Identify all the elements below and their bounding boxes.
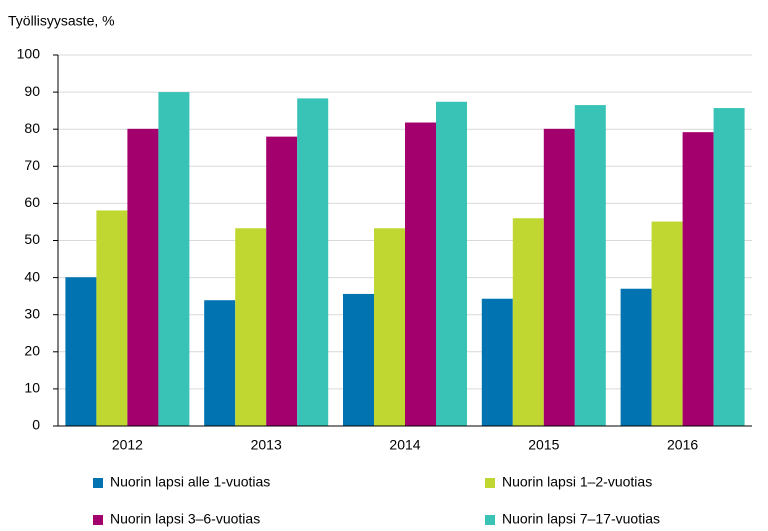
bar: [405, 122, 436, 426]
bar: [651, 221, 683, 426]
bar: [512, 218, 544, 426]
bar: [436, 101, 467, 426]
bar: [127, 128, 159, 427]
y-tick-label: 20: [24, 343, 40, 359]
y-axis-label: Työllisyysaste, %: [8, 13, 115, 29]
y-tick-label: 30: [24, 305, 40, 321]
x-tick-label: 2015: [528, 437, 559, 453]
bar: [266, 136, 298, 426]
bar: [543, 128, 575, 427]
x-tick-label: 2012: [112, 437, 143, 453]
legend-swatch: [485, 515, 495, 525]
y-tick-label: 80: [24, 120, 40, 136]
y-tick-label: 100: [17, 46, 41, 62]
y-tick-label: 50: [24, 231, 40, 247]
legend-swatch: [93, 478, 103, 488]
bar: [682, 132, 714, 426]
y-tick-label: 10: [24, 380, 40, 396]
bar: [343, 293, 374, 426]
legend-swatch: [93, 515, 103, 525]
y-tick-label: 40: [24, 268, 40, 284]
y-tick-label: 70: [24, 157, 40, 173]
legend-label: Nuorin lapsi 7–17-vuotias: [502, 511, 660, 527]
legend-label: Nuorin lapsi 1–2-vuotias: [502, 474, 652, 490]
bar: [620, 288, 652, 426]
x-tick-label: 2016: [667, 437, 698, 453]
bar: [481, 298, 513, 426]
bar: [204, 300, 236, 426]
bar: [574, 105, 606, 427]
legend-label: Nuorin lapsi 3–6-vuotias: [110, 511, 260, 527]
bar: [158, 92, 190, 426]
bar: [297, 98, 329, 427]
bar: [235, 228, 267, 426]
bar: [713, 108, 745, 426]
bar: [96, 210, 128, 426]
y-tick-label: 60: [24, 194, 40, 210]
bar: [65, 277, 97, 426]
y-tick-label: 90: [24, 83, 40, 99]
x-tick-label: 2013: [251, 437, 282, 453]
legend-swatch: [485, 478, 495, 488]
bar: [374, 228, 405, 426]
legend-label: Nuorin lapsi alle 1-vuotias: [110, 474, 270, 490]
x-tick-label: 2014: [389, 437, 420, 453]
y-tick-label: 0: [32, 417, 40, 433]
